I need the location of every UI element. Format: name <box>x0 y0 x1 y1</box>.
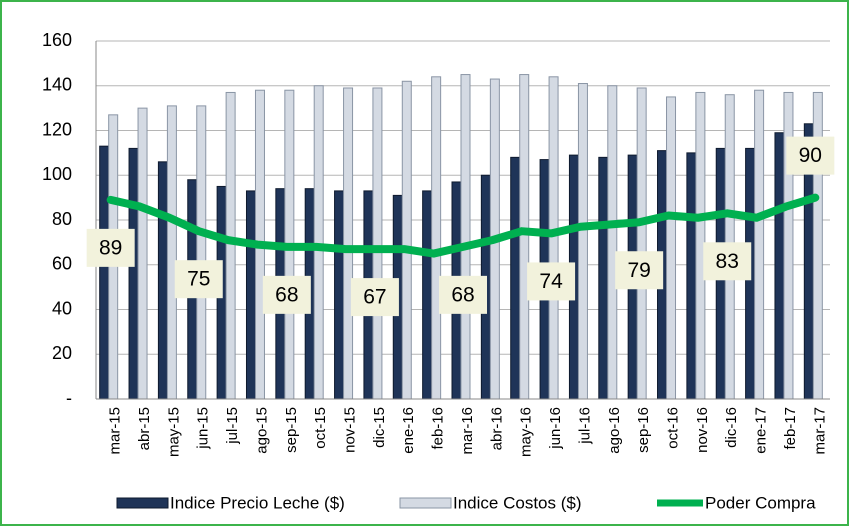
data-label-box <box>615 251 664 290</box>
data-label-box <box>86 228 135 267</box>
bar <box>196 105 207 400</box>
data-label: 68 <box>451 283 474 306</box>
bar <box>636 87 647 400</box>
x-tick-label: nov-15 <box>342 407 359 453</box>
x-tick-label: sep-15 <box>283 407 300 453</box>
x-tick-label: nov-16 <box>694 407 711 453</box>
x-tick-label: may-15 <box>165 407 182 457</box>
bar <box>372 87 383 400</box>
x-tick-label: ene-16 <box>400 407 417 454</box>
x-tick-label: jul-16 <box>576 407 593 445</box>
y-tick-label: 80 <box>52 209 72 229</box>
x-tick-label: abr-15 <box>136 407 153 450</box>
bar <box>157 161 168 400</box>
x-tick-label: oct-15 <box>312 407 329 449</box>
data-label: 89 <box>99 236 122 259</box>
data-label-box <box>439 275 487 314</box>
bar <box>245 190 256 400</box>
bar <box>754 89 765 400</box>
bar <box>577 83 588 400</box>
y-tick-label: 160 <box>42 30 72 50</box>
x-tick-label: mar-15 <box>107 407 124 455</box>
x-tick-label: abr-16 <box>488 407 505 450</box>
bar <box>343 87 354 400</box>
bar <box>128 147 139 400</box>
legend-label: Indice Precio Leche ($) <box>170 493 345 512</box>
data-label: 90 <box>799 144 822 167</box>
x-tick-label: ene-17 <box>753 407 770 454</box>
y-tick-label: 40 <box>52 298 72 318</box>
data-label-box <box>786 136 835 175</box>
y-tick-label: 100 <box>42 164 72 184</box>
bar <box>422 190 433 400</box>
x-tick-label: mar-17 <box>811 407 828 455</box>
x-tick-label: dic-16 <box>723 407 740 448</box>
bar <box>686 152 697 400</box>
data-label: 79 <box>627 259 650 282</box>
bar <box>666 96 677 400</box>
bar <box>99 145 110 400</box>
bar <box>431 76 442 400</box>
bar <box>137 107 148 400</box>
y-tick-label: 20 <box>52 343 72 363</box>
legend-label: Indice Costos ($) <box>453 493 582 512</box>
bar <box>460 74 471 400</box>
x-tick-label: jun-15 <box>195 407 212 450</box>
data-label-box <box>350 278 399 317</box>
bar <box>598 156 609 400</box>
data-label-box <box>703 242 752 281</box>
x-tick-label: jun-16 <box>547 407 564 450</box>
x-tick-label: ago-16 <box>606 407 623 454</box>
legend-swatch <box>399 497 452 509</box>
legend-swatch <box>116 497 169 509</box>
data-label: 67 <box>363 286 386 309</box>
y-tick-label: 120 <box>42 119 72 139</box>
bar <box>510 156 521 400</box>
bar <box>313 85 324 400</box>
x-tick-label: oct-16 <box>664 407 681 449</box>
y-tick-label: 140 <box>42 75 72 95</box>
bar <box>519 74 530 400</box>
bar <box>225 91 236 400</box>
x-tick-label: mar-16 <box>459 407 476 455</box>
x-tick-label: may-16 <box>518 407 535 457</box>
bar <box>774 132 785 400</box>
x-tick-label: feb-16 <box>430 407 447 450</box>
bar <box>334 190 345 400</box>
x-tick-label: jul-15 <box>224 407 241 445</box>
legend-label: Poder Compra <box>705 493 816 512</box>
data-label: 74 <box>539 270 563 293</box>
data-label-box <box>262 275 311 314</box>
line <box>106 193 820 258</box>
x-tick-label: sep-16 <box>635 407 652 453</box>
y-tick-label: 60 <box>52 254 72 274</box>
data-label: 83 <box>716 250 739 273</box>
bar <box>401 80 412 400</box>
data-label: 75 <box>187 268 210 291</box>
data-label-box <box>174 260 223 299</box>
x-tick-label: feb-17 <box>782 407 799 450</box>
bar <box>166 105 177 400</box>
data-label-box <box>527 262 576 301</box>
data-label: 68 <box>275 283 298 306</box>
y-tick-label: - <box>66 388 72 408</box>
bar <box>607 85 618 400</box>
x-tick-label: dic-15 <box>371 407 388 448</box>
x-tick-label: ago-15 <box>253 407 270 454</box>
bar <box>548 76 559 400</box>
